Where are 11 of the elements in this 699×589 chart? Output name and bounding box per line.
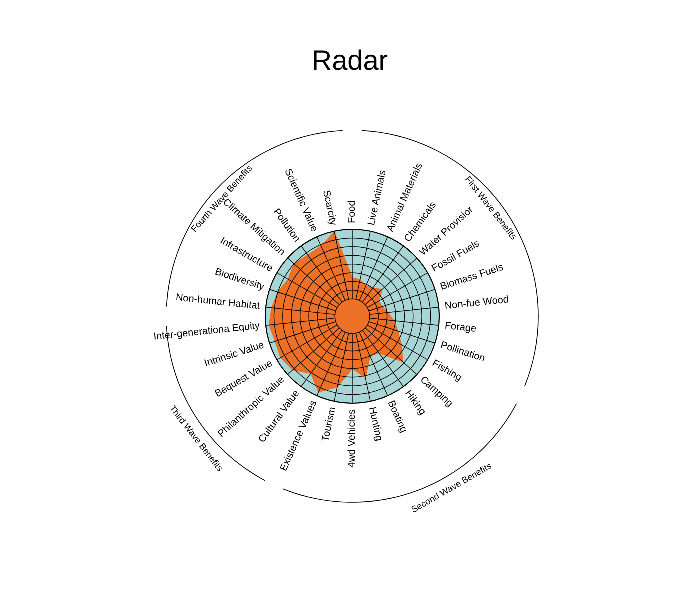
spoke-label: Non-humar Habitat <box>175 292 261 312</box>
spoke-label: Non-fue Wood <box>444 294 510 312</box>
spoke-label: Scarcity <box>320 190 339 227</box>
spoke-label: Forage <box>444 320 478 336</box>
spoke-label: Food <box>347 200 358 224</box>
spoke-label: Hunting <box>366 406 384 442</box>
spoke-label: 4wd Vehicles <box>347 409 358 468</box>
spoke-label: Tourism <box>320 406 339 443</box>
spoke-label: Inter-generationa Equity <box>153 320 261 343</box>
chart-title: Radar <box>312 45 388 76</box>
spoke-label: Live Animals <box>366 169 389 227</box>
